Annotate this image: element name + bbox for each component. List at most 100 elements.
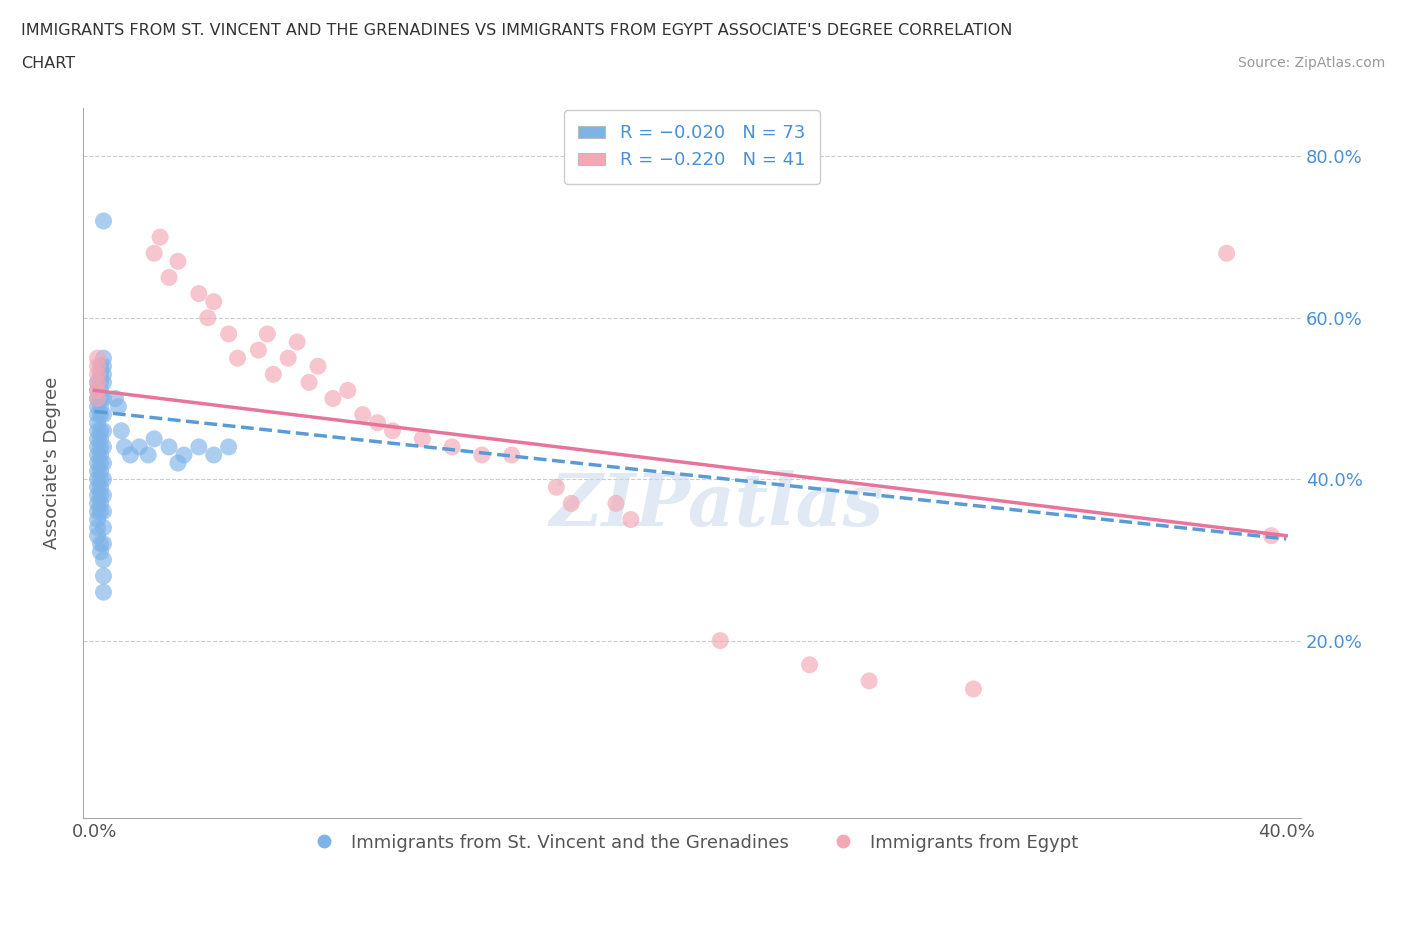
Point bbox=[256, 326, 278, 341]
Point bbox=[1215, 246, 1237, 260]
Point bbox=[89, 447, 111, 462]
Point bbox=[187, 440, 209, 455]
Point bbox=[93, 520, 115, 535]
Point bbox=[86, 423, 108, 438]
Point bbox=[381, 423, 404, 438]
Point bbox=[89, 399, 111, 414]
Point bbox=[89, 456, 111, 471]
Point bbox=[93, 552, 115, 567]
Point bbox=[89, 504, 111, 519]
Point bbox=[86, 480, 108, 495]
Point bbox=[136, 447, 159, 462]
Text: Source: ZipAtlas.com: Source: ZipAtlas.com bbox=[1237, 56, 1385, 70]
Point bbox=[86, 496, 108, 511]
Point bbox=[93, 537, 115, 551]
Point bbox=[86, 375, 108, 390]
Point bbox=[93, 423, 115, 438]
Point bbox=[89, 432, 111, 446]
Point bbox=[93, 504, 115, 519]
Point bbox=[285, 335, 308, 350]
Point bbox=[89, 366, 111, 381]
Point bbox=[167, 456, 190, 471]
Point bbox=[93, 391, 115, 405]
Point bbox=[143, 432, 166, 446]
Point bbox=[128, 440, 150, 455]
Legend: Immigrants from St. Vincent and the Grenadines, Immigrants from Egypt: Immigrants from St. Vincent and the Gren… bbox=[298, 827, 1085, 858]
Point bbox=[546, 480, 568, 495]
Point bbox=[173, 447, 195, 462]
Point bbox=[86, 464, 108, 479]
Point bbox=[86, 440, 108, 455]
Point bbox=[307, 359, 329, 374]
Point bbox=[93, 351, 115, 365]
Point bbox=[89, 440, 111, 455]
Point bbox=[367, 416, 389, 431]
Point bbox=[277, 351, 299, 365]
Point bbox=[86, 366, 108, 381]
Text: IMMIGRANTS FROM ST. VINCENT AND THE GRENADINES VS IMMIGRANTS FROM EGYPT ASSOCIAT: IMMIGRANTS FROM ST. VINCENT AND THE GREN… bbox=[21, 23, 1012, 38]
Point bbox=[411, 432, 433, 446]
Point bbox=[89, 496, 111, 511]
Point bbox=[197, 311, 219, 325]
Point bbox=[89, 383, 111, 398]
Point bbox=[86, 432, 108, 446]
Point bbox=[86, 512, 108, 527]
Point bbox=[471, 447, 494, 462]
Point bbox=[86, 456, 108, 471]
Point bbox=[157, 440, 180, 455]
Point bbox=[89, 423, 111, 438]
Point bbox=[799, 658, 821, 672]
Point bbox=[89, 544, 111, 559]
Point bbox=[167, 254, 190, 269]
Point bbox=[149, 230, 172, 245]
Point bbox=[93, 440, 115, 455]
Point bbox=[352, 407, 374, 422]
Point bbox=[86, 391, 108, 405]
Point bbox=[110, 423, 132, 438]
Point bbox=[86, 383, 108, 398]
Point bbox=[709, 633, 731, 648]
Point bbox=[218, 326, 240, 341]
Point bbox=[1260, 528, 1282, 543]
Point bbox=[501, 447, 523, 462]
Point bbox=[86, 416, 108, 431]
Point bbox=[157, 270, 180, 285]
Point bbox=[202, 294, 225, 309]
Text: CHART: CHART bbox=[21, 56, 75, 71]
Point bbox=[605, 496, 627, 511]
Point bbox=[93, 366, 115, 381]
Point bbox=[86, 359, 108, 374]
Point bbox=[86, 407, 108, 422]
Point bbox=[962, 682, 984, 697]
Point bbox=[187, 286, 209, 301]
Point bbox=[86, 447, 108, 462]
Point bbox=[89, 472, 111, 486]
Point bbox=[86, 383, 108, 398]
Point bbox=[89, 464, 111, 479]
Point bbox=[202, 447, 225, 462]
Point bbox=[89, 359, 111, 374]
Point bbox=[93, 568, 115, 583]
Point bbox=[143, 246, 166, 260]
Point bbox=[89, 407, 111, 422]
Point bbox=[322, 391, 344, 405]
Point bbox=[93, 488, 115, 503]
Point bbox=[858, 673, 880, 688]
Point bbox=[89, 375, 111, 390]
Point bbox=[247, 342, 270, 357]
Point bbox=[86, 391, 108, 405]
Point bbox=[112, 440, 135, 455]
Point bbox=[86, 504, 108, 519]
Point bbox=[107, 399, 129, 414]
Text: ZIPatlas: ZIPatlas bbox=[550, 471, 883, 541]
Point bbox=[86, 351, 108, 365]
Y-axis label: Associate's Degree: Associate's Degree bbox=[44, 377, 60, 550]
Point bbox=[218, 440, 240, 455]
Point bbox=[620, 512, 643, 527]
Point bbox=[441, 440, 464, 455]
Point bbox=[93, 407, 115, 422]
Point bbox=[86, 472, 108, 486]
Point bbox=[86, 375, 108, 390]
Point bbox=[93, 472, 115, 486]
Point bbox=[89, 391, 111, 405]
